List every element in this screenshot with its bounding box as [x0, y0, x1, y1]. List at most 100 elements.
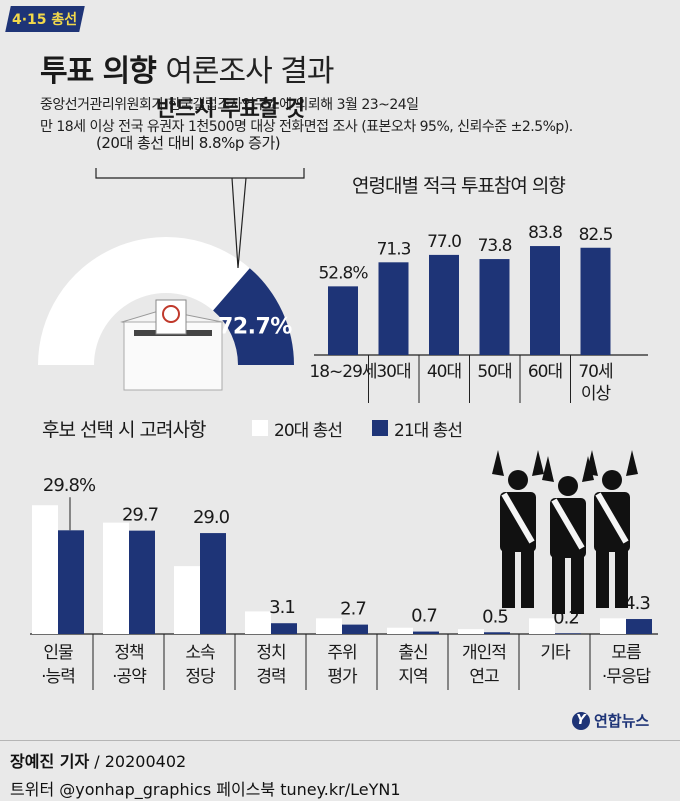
candidate-right-leg — [615, 550, 628, 608]
factor-bar-20 — [174, 566, 200, 634]
legend-label-21: 21대 총선 — [394, 421, 462, 441]
factor-bar-value-label: 0.7 — [411, 606, 437, 627]
candidate-head — [558, 476, 578, 496]
factor-bar-20 — [316, 618, 342, 634]
factor-tick-label: 기타 — [540, 643, 571, 663]
yonhap-logo: Y 연합뉴스 — [572, 710, 649, 731]
page-title-light: 여론조사 결과 — [165, 54, 334, 89]
factor-tick-label: 주위 — [327, 643, 356, 663]
reporter-name: 장예진 기자 — [10, 752, 90, 771]
factor-bar-21 — [626, 619, 652, 634]
factor-tick-label: 소속 — [185, 643, 215, 663]
factor-bar-21 — [58, 530, 84, 634]
gauge-value-label: 72.7% — [218, 314, 292, 339]
age-tick-label: 40대 — [427, 362, 461, 382]
legend-swatch-21 — [372, 420, 388, 436]
gauge-callout-line — [95, 168, 305, 269]
factor-bar-20 — [529, 618, 555, 634]
factor-bar-21 — [342, 624, 368, 634]
factor-tick-label: 지역 — [398, 667, 427, 687]
factor-bar-21 — [413, 631, 439, 634]
candidate-sash — [595, 492, 629, 544]
candidate-left-leg — [502, 550, 515, 608]
reporter-credit: 장예진 기자 / 20200402 — [10, 748, 186, 772]
factor-bar-value-label: 2.7 — [340, 599, 366, 620]
age-bar-value-label: 52.8% — [318, 263, 368, 283]
age-tick-label: 70세 — [578, 362, 612, 382]
age-tick-label: 이상 — [581, 384, 612, 404]
gauge-subtitle: (20대 총선 대비 8.8%p 증가) — [96, 134, 280, 152]
factor-tick-label: 정치 — [256, 643, 285, 663]
age-tick-label: 18~29세 — [309, 362, 376, 382]
yonhap-logo-icon: Y — [572, 711, 590, 730]
factor-tick-label: ·능력 — [41, 667, 75, 687]
sns-credit: 트위터 @yonhap_graphics 페이스북 tuney.kr/LeYN1 — [10, 780, 401, 799]
age-bar-value-label: 73.8 — [478, 236, 512, 256]
factor-chart-title: 후보 선택 시 고려사항 — [42, 419, 206, 441]
candidate-right-arm — [532, 450, 544, 476]
factor-bar-value-label: 29.8% — [43, 475, 96, 496]
gauge-value-slice — [213, 268, 294, 365]
factor-tick-label: 모름 — [611, 643, 641, 663]
gauge-title: 반드시 투표할 것 — [156, 97, 305, 122]
ballot-stamp-mark — [162, 305, 180, 323]
age-bar — [530, 246, 560, 355]
factor-bar-20 — [245, 611, 271, 634]
survey-description: 중앙선거관리위원회가 한국갤럽조사연구소에 의뢰해 3월 23~24일 만 18… — [40, 94, 573, 138]
candidate-left-arm — [542, 456, 554, 482]
factor-bar-21 — [129, 530, 155, 634]
legend-label-20: 20대 총선 — [274, 421, 342, 441]
factor-bar-value-label: 0.5 — [482, 606, 508, 627]
factor-bar-value-label: 4.3 — [624, 593, 650, 614]
page-title-bold: 투표 의향 — [40, 54, 157, 89]
page-title: 투표 의향 여론조사 결과 — [40, 46, 334, 90]
factor-tick-label: 경력 — [256, 667, 285, 687]
factor-tick-label: 인물 — [43, 643, 73, 663]
factor-bar-20 — [387, 627, 413, 634]
age-bar — [580, 247, 611, 355]
factor-bar-value-label: 3.1 — [269, 597, 295, 618]
factor-tick-label: ·무응답 — [602, 667, 652, 687]
candidate-sash — [551, 498, 585, 550]
candidate-head — [602, 470, 622, 490]
factor-bar-value-label: 29.7 — [122, 505, 158, 526]
publish-date: / 20200402 — [94, 752, 187, 771]
age-bar — [479, 259, 510, 355]
candidate-right-leg — [571, 556, 584, 614]
candidate-left-leg — [552, 556, 565, 614]
age-bar-value-label: 83.8 — [528, 223, 562, 243]
age-tick-label: 60대 — [528, 362, 562, 382]
factor-bar-21 — [200, 533, 226, 634]
yonhap-logo-text: 연합뉴스 — [594, 712, 650, 730]
factor-tick-label: 정책 — [114, 643, 143, 663]
factor-tick-label: 출신 — [398, 643, 427, 663]
age-bar-value-label: 77.0 — [427, 232, 461, 252]
ballot-box-icon — [120, 299, 224, 391]
factor-tick-label: 정당 — [185, 667, 216, 687]
age-bar — [378, 262, 409, 355]
candidate-sash — [501, 492, 535, 544]
age-tick-label: 50대 — [477, 362, 511, 382]
gauge-rest-slice — [38, 237, 250, 365]
legend-swatch-20 — [252, 420, 268, 436]
candidate-left-arm — [492, 450, 504, 476]
age-bar-value-label: 71.3 — [377, 239, 411, 259]
factor-tick-label: 연고 — [469, 667, 499, 687]
age-bar — [328, 286, 358, 355]
factor-bar-21 — [271, 623, 297, 634]
factor-tick-label: 개인적 — [462, 643, 506, 663]
candidate-right-arm — [626, 450, 638, 476]
candidate-left-arm — [586, 450, 598, 476]
factor-tick-label: ·공약 — [112, 667, 146, 687]
age-tick-label: 30대 — [376, 362, 410, 382]
factor-bar-21 — [555, 633, 581, 634]
factor-bar-21 — [484, 632, 510, 634]
factor-bar-20 — [600, 618, 626, 634]
age-chart-title: 연령대별 적극 투표참여 의향 — [352, 175, 565, 197]
survey-description-line-1: 중앙선거관리위원회가 한국갤럽조사연구소에 의뢰해 3월 23~24일 — [40, 97, 419, 113]
candidate-right-leg — [521, 550, 534, 608]
age-bar — [429, 254, 459, 355]
factor-bar-20 — [103, 522, 129, 634]
candidates-silhouette-icon — [492, 450, 638, 614]
age-bar-value-label: 82.5 — [579, 225, 613, 245]
